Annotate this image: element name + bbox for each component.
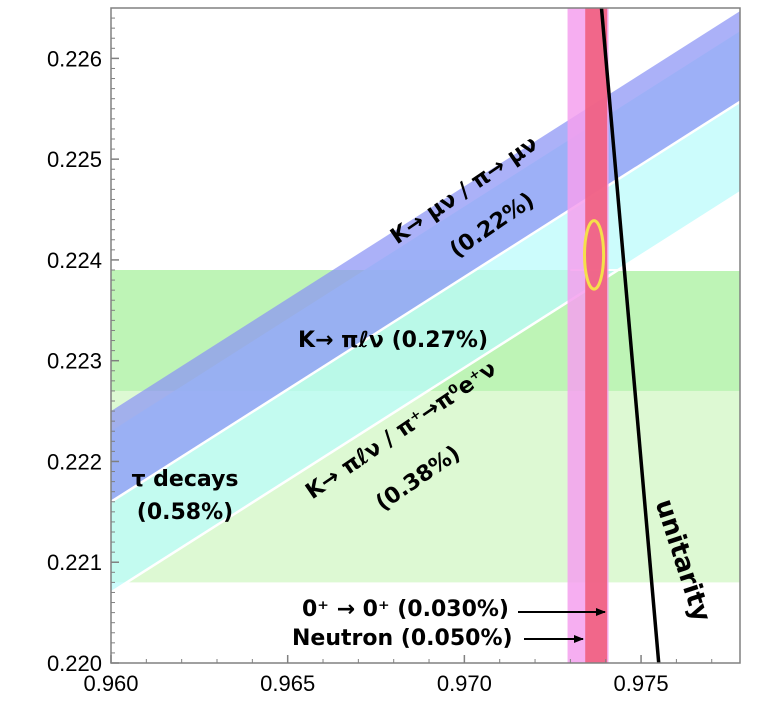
plot-frame (110, 7, 741, 664)
x-tick-label: 0.970 (437, 671, 492, 696)
y-tick-label: 0.225 (47, 147, 102, 172)
x-axis: 0.960 0.965 0.970 0.975 (83, 655, 713, 696)
superallowed-label: 0⁺ → 0⁺ (0.030%) (302, 597, 509, 622)
y-tick-label: 0.220 (47, 651, 102, 676)
kl3-label: K→ πℓν (0.27%) (298, 328, 488, 353)
unitarity-line (599, 8, 661, 663)
kl3-pibeta-band-lower-edge-line (111, 191, 740, 594)
superallowed-band (585, 8, 608, 663)
y-tick-label: 0.224 (47, 248, 102, 273)
y-tick-label: 0.222 (47, 449, 102, 474)
y-tick-label: 0.223 (47, 349, 102, 374)
y-tick-label: 0.221 (47, 550, 102, 575)
tau-label-line2: (0.58%) (137, 500, 233, 525)
neutron-label: Neutron (0.050%) (292, 626, 513, 651)
y-tick-label: 0.226 (47, 46, 102, 71)
y-axis: 0.220 0.221 0.222 0.223 0.224 0.225 0.226 (47, 17, 119, 676)
x-tick-label: 0.960 (83, 671, 138, 696)
kmu2-band-edge-line (111, 100, 740, 503)
x-tick-label: 0.975 (614, 671, 669, 696)
fit-ellipse (583, 219, 606, 291)
tau-label-line1: τ decays (131, 467, 238, 492)
x-tick-label: 0.965 (260, 671, 315, 696)
